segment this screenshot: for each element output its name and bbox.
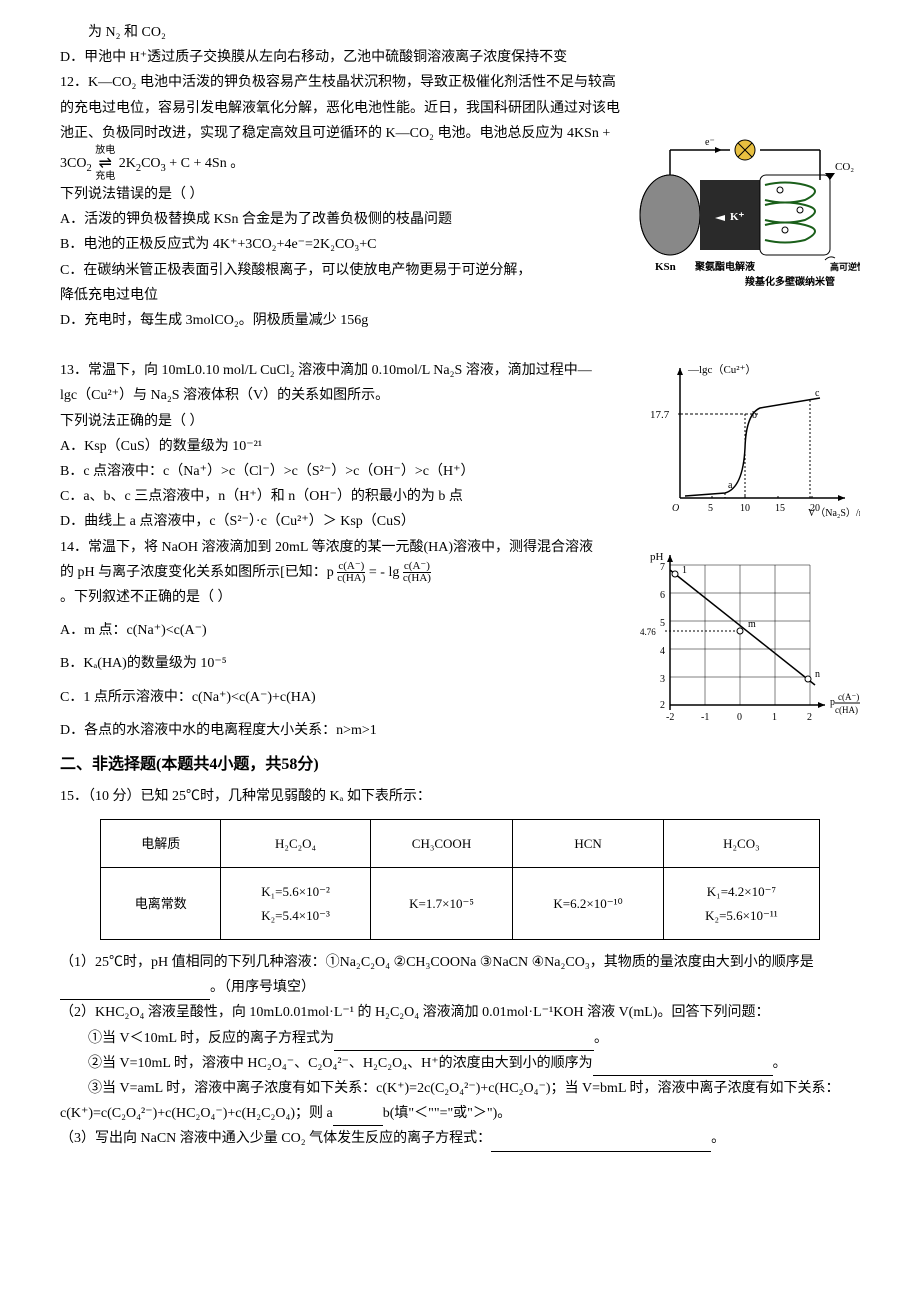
svg-text:O: O [672,503,679,514]
svg-text:20: 20 [810,503,820,514]
svg-text:c(HA): c(HA) [835,705,858,715]
q14-chart: pH 7 6 5 4.76 4 3 2 -2 -1 0 1 2 1 m n p … [620,545,860,735]
svg-text:7: 7 [660,562,665,573]
svg-text:a: a [728,480,733,491]
q12-option-d: D．充电时，每生成 3molCO₂。阴极质量减少 156g [60,308,860,333]
q12-option-c: C．在碳纳米管正极表面引入羧酸根离子，可以使放电产物更易于可逆分解，降低充电过电… [60,258,540,308]
svg-text:3: 3 [660,674,665,685]
svg-text:6: 6 [660,590,665,601]
svg-text:K⁺: K⁺ [730,211,745,223]
section-2-title: 二、非选择题(本题共4小题，共58分) [60,751,860,780]
electron-label: e⁻ [705,137,715,148]
electrolyte-label: 聚氨酯电解液 [694,260,755,273]
svg-text:2: 2 [807,712,812,723]
svg-text:10: 10 [740,503,750,514]
q15-stem: 15．（10 分）已知 25℃时，几种常见弱酸的 Kₐ 如下表所示： [60,784,860,809]
co2-label: CO₂ [835,161,854,173]
svg-text:c(A⁻): c(A⁻) [838,692,859,702]
svg-text:0: 0 [737,712,742,723]
q11-option-c-tail: 为 N₂ 和 CO₂ [60,20,860,45]
q14-stem: 14．常温下，将 NaOH 溶液滴加到 20mL 等浓度的某一元酸(HA)溶液中… [60,535,600,611]
reversible-label: 高可逆性 [830,261,860,272]
svg-text:-1: -1 [701,712,709,723]
q15-part2: （2）KHC₂O₄ 溶液呈酸性，向 10mL0.01mol·L⁻¹ 的 H₂C₂… [60,1000,860,1025]
svg-text:1: 1 [682,565,687,576]
q15-part2-2: ②当 V=10mL 时，溶液中 HC₂O₄⁻、C₂O₄²⁻、H₂C₂O₄、H⁺的… [60,1051,860,1076]
q15-part2-3: ③当 V=amL 时，溶液中离子浓度有如下关系：c(K⁺)=2c(C₂O₄²⁻)… [60,1076,860,1126]
svg-text:4: 4 [660,646,665,657]
q13-stem1: 13．常温下，向 10mL0.10 mol/L CuCl₂ 溶液中滴加 0.10… [60,358,600,408]
svg-text:5: 5 [660,618,665,629]
svg-text:17.7: 17.7 [650,409,670,421]
ksn-label: KSn [655,261,676,273]
svg-text:-2: -2 [666,712,674,723]
q13-chart: —lgc（Cu²⁺） V（Na₂S）/ml 17.7 O 5 10 15 20 … [640,358,860,528]
svg-text:2: 2 [660,700,665,711]
q15-part1: （1）25℃时，pH 值相同的下列几种溶液：①Na₂C₂O₄ ②CH₃COONa… [60,950,860,1000]
svg-text:n: n [815,669,820,680]
q15-part2-1: ①当 V＜10mL 时，反应的离子方程式为。 [60,1026,860,1051]
svg-text:4.76: 4.76 [640,627,656,637]
svg-text:c: c [815,388,820,399]
svg-text:m: m [748,619,756,630]
svg-text:—lgc（Cu²⁺）: —lgc（Cu²⁺） [687,363,756,376]
q15-part3: （3）写出向 NaCN 溶液中通入少量 CO₂ 气体发生反应的离子方程式：。 [60,1126,860,1151]
svg-text:1: 1 [772,712,777,723]
q11-option-d: D．甲池中 H⁺透过质子交换膜从左向右移动，乙池中硫酸铜溶液离子浓度保持不变 [60,45,860,70]
svg-text:5: 5 [708,503,713,514]
svg-text:b: b [752,410,757,421]
svg-text:15: 15 [775,503,785,514]
cathode-label: 羧基化多壁碳纳米管 [745,275,835,288]
q12-diagram: e⁻ K⁺ CO₂ KSn 聚氨酯电解液 羧基化多壁碳纳米管 高可逆性 [630,130,860,290]
q15-table: 电解质 H₂C₂O₄ CH₃COOH HCN H₂CO₃ 电离常数 K₁=5.6… [100,819,820,940]
